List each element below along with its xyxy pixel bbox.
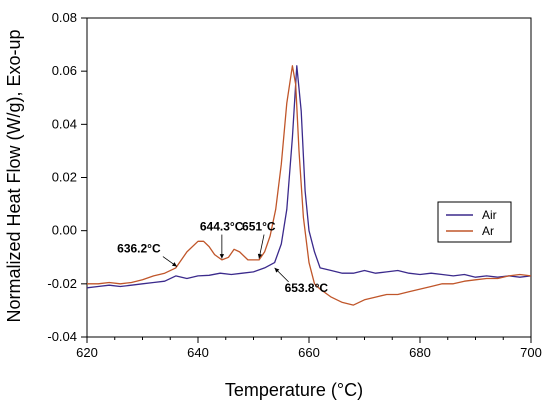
annotation-label: 651°C: [242, 220, 276, 234]
legend: Air Ar: [437, 201, 512, 243]
x-axis-title: Temperature (°C): [225, 380, 363, 400]
annotation-label: 653.8°C: [285, 281, 329, 295]
y-tick-label: 0.06: [52, 63, 77, 78]
x-tick-label: 680: [409, 345, 431, 360]
y-tick-label: -0.04: [47, 329, 77, 344]
y-tick-label: 0.08: [52, 10, 77, 25]
series-line-ar: [87, 65, 532, 306]
y-axis-title: Normalized Heat Flow (W/g), Exo-up: [4, 29, 24, 322]
legend-box: [437, 201, 512, 243]
annotation-arrowhead: [274, 267, 280, 273]
legend-items: Air Ar: [446, 208, 497, 238]
annotation-arrowhead: [257, 253, 263, 259]
y-tick-label: 0.04: [52, 116, 77, 131]
x-tick-label: 700: [520, 345, 542, 360]
series-line-air: [86, 65, 532, 289]
x-tick-label: 640: [187, 345, 209, 360]
legend-label-ar: Ar: [482, 224, 494, 238]
y-tick-label: 0.02: [52, 170, 77, 185]
x-tick-label: 620: [76, 345, 98, 360]
x-axis-ticks: 620 640 660 680 700: [76, 337, 542, 360]
annotation-arrowhead: [171, 262, 177, 267]
legend-label-air: Air: [482, 208, 497, 222]
series-layer: [86, 65, 532, 306]
y-tick-label: -0.02: [47, 276, 77, 291]
annotation-label: 636.2°C: [117, 242, 161, 256]
x-tick-label: 660: [298, 345, 320, 360]
y-axis-ticks: -0.04 -0.02 0.00 0.02 0.04 0.06 0.08: [47, 10, 87, 344]
annotation-arrowhead: [219, 254, 225, 259]
annotation-label: 644.3°C: [200, 220, 244, 234]
y-tick-label: 0.00: [52, 223, 77, 238]
